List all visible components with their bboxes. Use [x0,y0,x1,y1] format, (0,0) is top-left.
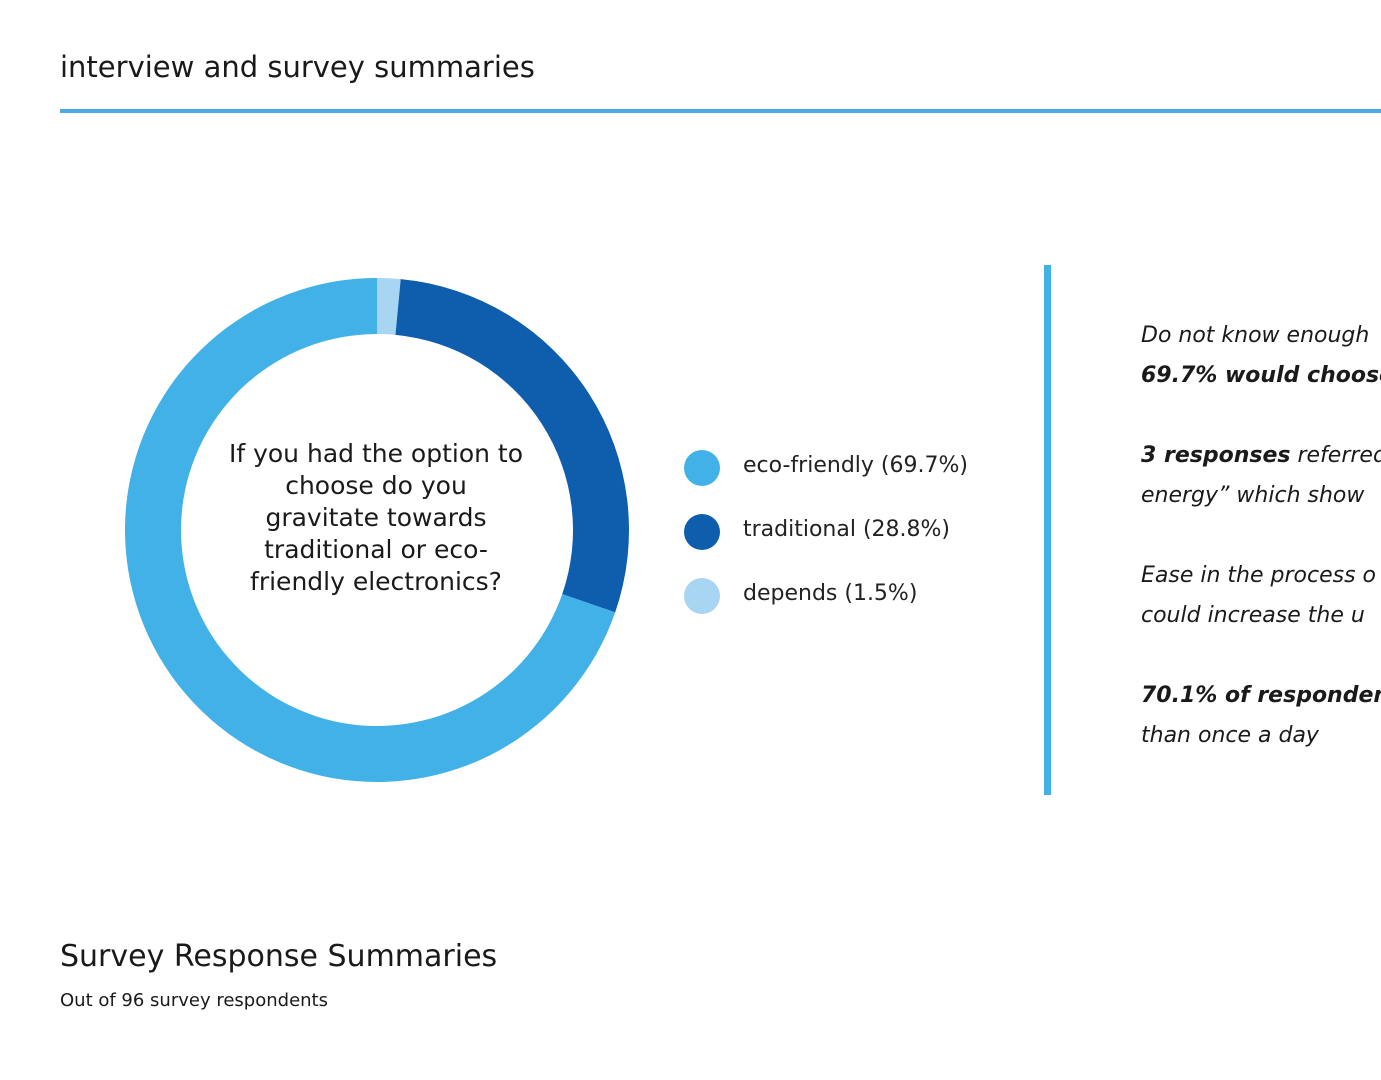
insight-highlight: 3 responses [1141,443,1291,468]
legend-swatch [684,578,720,614]
insight-text: Do not know enough 69.7% would choose [1141,316,1381,396]
legend-label: traditional (28.8%) [743,517,951,542]
insight-line: Ease in the process o [1141,556,1381,596]
insight-segment: referred [1290,443,1381,468]
legend-label: eco-friendly (69.7%) [743,453,968,478]
insight-line: 70.1% of respondents [1141,676,1381,716]
insight-line: could increase the u [1141,596,1381,636]
insight-text: 70.1% of respondents than once a day [1141,676,1381,756]
insight-line: 3 responses referred [1141,436,1381,476]
vertical-divider [1044,265,1051,795]
insight-text: Ease in the process o could increase the … [1141,556,1381,636]
insight-line: 69.7% would choose [1141,356,1381,396]
insight-line: Do not know enough [1141,316,1381,356]
section-subtitle: Out of 96 survey respondents [60,990,328,1011]
insight-segment: energy” which show [1141,483,1365,508]
donut-chart [124,278,629,782]
insight-segment: Do not know enough [1141,323,1370,348]
legend-swatch [684,514,720,550]
insight-highlight: 70.1% of respondents [1141,683,1381,708]
chart-question: If you had the option to choose do you g… [228,439,524,596]
insight-segment: than once a day [1141,723,1319,748]
header-divider [60,109,1381,113]
donut-slice-0 [377,278,401,335]
insight-line: energy” which show [1141,476,1381,516]
insights-panel: Do not know enough 69.7% would choose 3 re… [1141,316,1381,796]
page-title: interview and survey summaries [60,50,535,84]
legend-label: depends (1.5%) [743,581,918,606]
insight-text: 3 responses referred energy” which show [1141,436,1381,516]
insight-segment: Ease in the process o [1141,563,1376,588]
legend-swatch [684,450,720,486]
donut-slice-1 [395,279,629,613]
section-title: Survey Response Summaries [60,939,498,974]
insight-highlight: 69.7% would choose [1141,363,1381,388]
insight-line: than once a day [1141,716,1381,756]
insight-segment: could increase the u [1141,603,1365,628]
